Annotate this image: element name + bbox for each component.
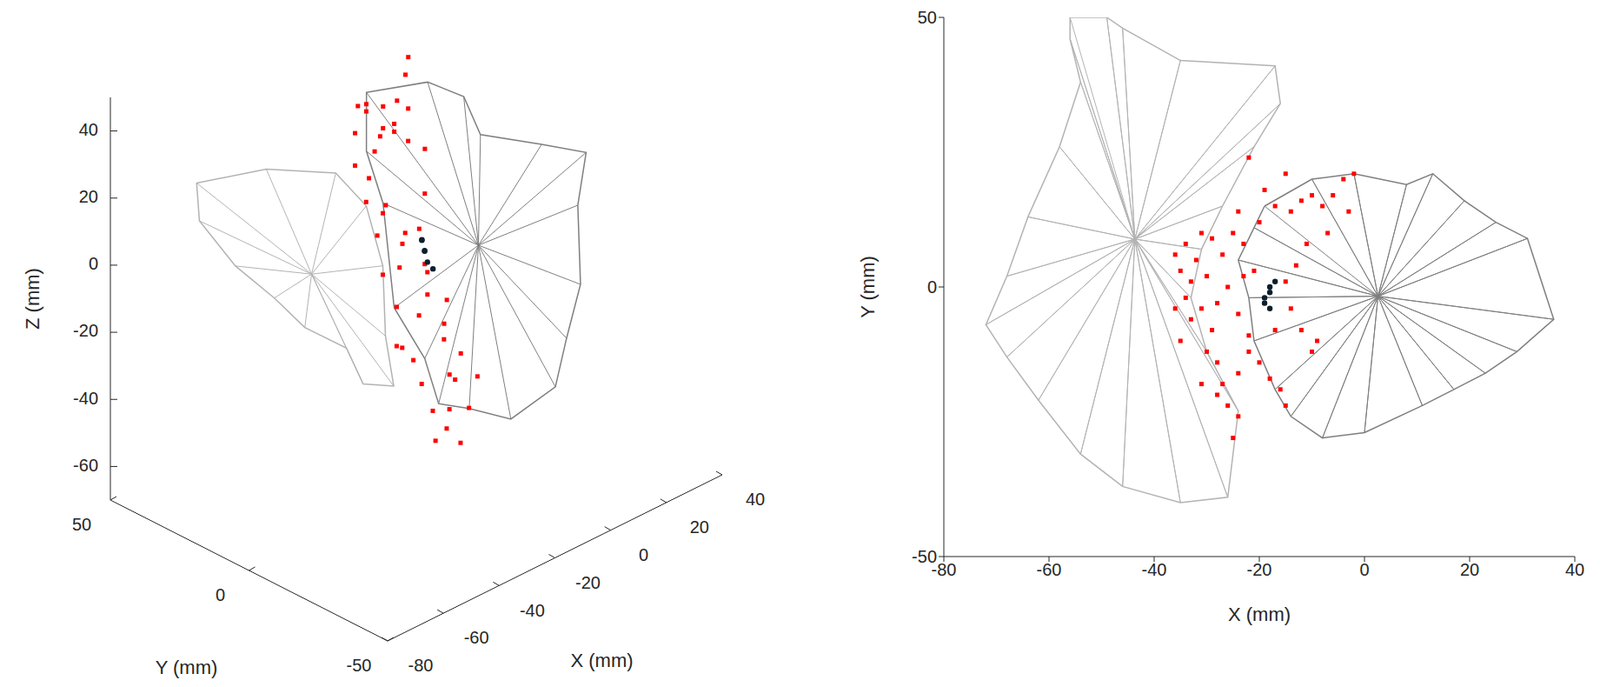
svg-text:-80: -80 [408, 655, 434, 675]
svg-text:20: 20 [1460, 559, 1480, 579]
svg-text:X (mm): X (mm) [570, 649, 633, 671]
svg-text:40: 40 [745, 489, 765, 509]
svg-text:X (mm): X (mm) [1228, 603, 1291, 625]
svg-text:-20: -20 [575, 572, 601, 592]
svg-text:20: 20 [690, 517, 710, 537]
svg-text:50: 50 [72, 514, 92, 534]
svg-text:0: 0 [1359, 559, 1369, 579]
svg-text:0: 0 [638, 544, 649, 565]
svg-text:0: 0 [88, 253, 99, 273]
svg-text:20: 20 [79, 186, 99, 206]
svg-text:-60: -60 [464, 627, 490, 647]
svg-text:40: 40 [1565, 559, 1585, 579]
svg-text:-20: -20 [1247, 559, 1273, 579]
svg-text:0: 0 [927, 277, 937, 297]
svg-text:50: 50 [917, 7, 937, 27]
svg-text:Y (mm): Y (mm) [856, 255, 879, 319]
svg-text:-60: -60 [1036, 559, 1063, 579]
svg-text:-20: -20 [73, 320, 99, 340]
svg-text:-40: -40 [73, 388, 99, 408]
svg-text:Y (mm): Y (mm) [155, 656, 219, 678]
svg-text:-50: -50 [911, 546, 937, 566]
svg-text:-60: -60 [73, 455, 99, 475]
svg-text:40: 40 [79, 119, 99, 140]
svg-text:-80: -80 [931, 559, 957, 579]
svg-text:-40: -40 [519, 600, 545, 620]
svg-text:-50: -50 [346, 655, 372, 675]
svg-text:0: 0 [215, 584, 226, 605]
svg-text:-40: -40 [1141, 559, 1168, 579]
svg-text:Z (mm): Z (mm) [21, 267, 44, 330]
